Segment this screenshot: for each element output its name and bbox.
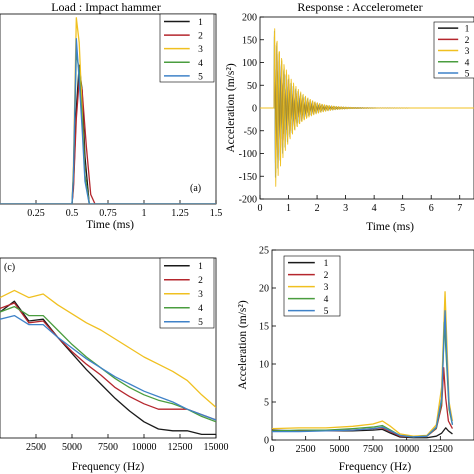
response-xtick-label: 7: [457, 203, 462, 214]
response-ytick-label: -50: [244, 126, 257, 137]
load-spectrum-legend-label-2: 2: [198, 276, 203, 286]
response-ytick-label: 0: [252, 104, 257, 115]
response-spectrum-xtick-label: 12500: [428, 444, 453, 455]
response-xtick-label: 4: [372, 203, 377, 214]
response-spectrum-legend-label-5: 5: [324, 307, 329, 317]
load-xtick-label: 0.25: [27, 208, 45, 219]
response-ytick-label: -200: [239, 195, 257, 206]
load-legend-label-1: 1: [198, 18, 203, 28]
response-spectrum-xtick-label: 7500: [363, 444, 383, 455]
response-xtick-label: 3: [343, 203, 348, 214]
response-spectrum-xtick-label: 10000: [394, 444, 419, 455]
load-spectrum-xtick-label: 10000: [132, 442, 157, 453]
response-title: Response : Accelerometer: [297, 0, 422, 14]
response-spectrum-ytick-label: 15: [259, 322, 269, 333]
load-series-5-line: [0, 38, 216, 204]
response-ytick-label: -100: [239, 149, 257, 160]
response-spectrum-ytick-label: 0: [264, 436, 269, 447]
response-xtick-label: 6: [429, 203, 434, 214]
load-spectrum-legend-label-4: 4: [198, 304, 203, 314]
load-spectrum-legend-label-5: 5: [198, 318, 203, 328]
load-series-2-line: [0, 79, 216, 204]
load-spectrum-series-1-line: [0, 300, 216, 436]
response-spectrum-legend-label-4: 4: [324, 295, 329, 305]
load-spectrum-xlabel: Frequency (Hz): [72, 461, 145, 473]
response-legend-label-1: 1: [465, 25, 470, 35]
load-legend-label-4: 4: [198, 59, 203, 69]
response-spectrum-ytick-label: 5: [264, 398, 269, 409]
response-ylabel: Acceleration (m/s²): [225, 63, 237, 153]
response-xtick-label: 5: [400, 203, 405, 214]
load-legend-label-3: 3: [198, 45, 203, 55]
load-spectrum-xtick-label: 7500: [98, 442, 118, 453]
response-spectrum-legend-label-2: 2: [324, 271, 329, 281]
load-spectrum-legend-label-1: 1: [198, 262, 203, 272]
load-legend-label-5: 5: [198, 72, 203, 82]
load-series-1-line: [0, 64, 216, 204]
response-spectrum-legend-label-3: 3: [324, 283, 329, 293]
response-xlabel: Time (ms): [366, 221, 414, 233]
response-spectrum-xlabel: Frequency (Hz): [339, 461, 412, 473]
response-spectrum-ytick-label: 25: [259, 246, 269, 257]
load-spectrum-xtick-label: 12500: [168, 442, 193, 453]
response-xtick-label: 2: [315, 203, 320, 214]
load-spectrum-xtick-label: 5000: [62, 442, 82, 453]
load-xtick-label: 1.25: [171, 208, 189, 219]
response-ytick-label: 50: [247, 81, 257, 92]
load-spectrum-xtick-label: 2500: [26, 442, 46, 453]
response-legend-label-5: 5: [465, 69, 470, 79]
response-ytick-label: 150: [242, 35, 257, 46]
response-legend-label-4: 4: [465, 58, 470, 68]
response-spectrum-ytick-label: 10: [259, 360, 269, 371]
load-xlabel: Time (ms): [86, 219, 134, 231]
response-series-3-line: [260, 28, 474, 187]
load-xtick-label: 1: [142, 208, 147, 219]
response-spectrum-ytick-label: 20: [259, 284, 269, 295]
response-spectrum-series-5-line: [272, 310, 454, 438]
response-spectrum-ylabel: Acceleration (m/s²): [237, 300, 249, 390]
load-legend-label-2: 2: [198, 32, 203, 42]
response-spectrum-series-4-line: [272, 321, 454, 438]
response-spectrum-xtick-label: 5000: [329, 444, 349, 455]
response-ytick-label: -150: [239, 172, 257, 183]
load-spectrum-series-3-line: [0, 289, 216, 408]
load-annotation: (a): [190, 183, 201, 194]
response-ytick-label: 200: [242, 13, 257, 24]
response-legend-label-3: 3: [465, 47, 470, 57]
response-xtick-label: 0: [258, 203, 263, 214]
load-xtick-label: 0.75: [99, 208, 117, 219]
load-spectrum-annotation: (c): [4, 262, 15, 273]
response-spectrum-legend-label-1: 1: [324, 259, 329, 269]
response-spectrum-xtick-label: 2500: [296, 444, 316, 455]
load-title: Load : Impact hammer: [51, 0, 161, 14]
load-spectrum-series-4-line: [0, 305, 216, 423]
load-spectrum-legend-label-3: 3: [198, 290, 203, 300]
load-spectrum-series-5-line: [0, 314, 216, 421]
load-xtick-label: 0.5: [66, 208, 79, 219]
load-spectrum-xtick-label: 15000: [204, 442, 229, 453]
load-xtick-label: 1.5: [210, 208, 223, 219]
response-spectrum-series-2-line: [272, 367, 454, 438]
response-spectrum-xtick-label: 0: [270, 444, 275, 455]
response-xtick-label: 1: [286, 203, 291, 214]
response-ytick-label: 100: [242, 58, 257, 69]
load-spectrum-series-2-line: [0, 302, 216, 421]
response-legend-label-2: 2: [465, 36, 470, 46]
